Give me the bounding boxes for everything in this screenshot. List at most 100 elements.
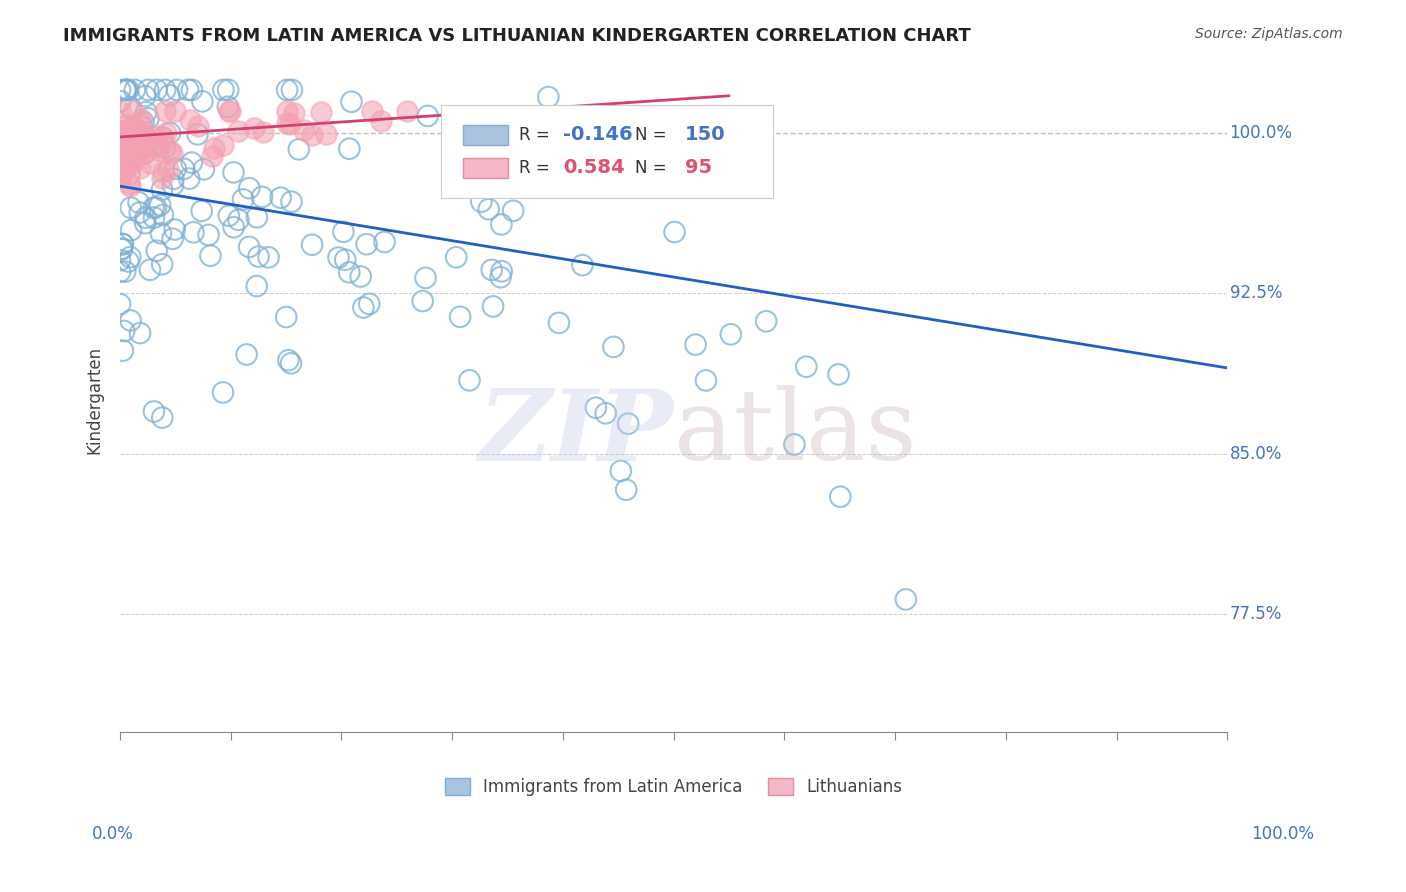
Legend: Immigrants from Latin America, Lithuanians: Immigrants from Latin America, Lithuania… xyxy=(439,772,908,803)
Point xyxy=(111,161,134,176)
Point xyxy=(153,140,176,154)
Point xyxy=(301,237,323,252)
Point xyxy=(755,314,778,328)
Point xyxy=(111,237,134,252)
Point xyxy=(110,137,132,152)
Point xyxy=(110,169,132,184)
Point xyxy=(352,301,374,315)
Point xyxy=(111,236,134,251)
Text: N =: N = xyxy=(636,126,672,144)
Point xyxy=(129,161,152,175)
Text: ZIP: ZIP xyxy=(478,385,673,482)
Point xyxy=(470,194,492,209)
Point xyxy=(361,104,384,119)
Point xyxy=(108,154,131,169)
Point xyxy=(491,218,513,232)
Point xyxy=(114,83,136,97)
Point xyxy=(146,143,169,157)
Point xyxy=(108,139,131,153)
Point xyxy=(108,143,131,157)
Point xyxy=(108,158,131,172)
Point xyxy=(502,203,524,218)
Point xyxy=(153,104,176,119)
Point xyxy=(129,112,152,126)
Point xyxy=(136,83,159,97)
Point xyxy=(143,128,166,143)
Point xyxy=(108,133,131,147)
Point xyxy=(129,326,152,340)
Point xyxy=(165,161,187,176)
Point xyxy=(108,104,131,119)
Point xyxy=(610,464,633,478)
Point xyxy=(132,136,155,150)
Point xyxy=(614,483,637,497)
Point xyxy=(337,265,360,279)
Point xyxy=(110,153,132,168)
Point xyxy=(212,385,235,400)
Point xyxy=(138,112,160,126)
Point xyxy=(108,265,131,279)
Point xyxy=(585,401,607,415)
Point xyxy=(415,270,437,285)
Point xyxy=(122,104,145,119)
Point xyxy=(132,146,155,161)
Point xyxy=(160,145,183,160)
Point xyxy=(134,211,156,225)
Point xyxy=(350,269,373,284)
Text: R =: R = xyxy=(519,126,554,144)
Point xyxy=(309,105,332,120)
Text: 77.5%: 77.5% xyxy=(1230,605,1282,623)
Point xyxy=(132,147,155,161)
Point xyxy=(112,161,135,175)
Point xyxy=(270,191,292,205)
Point xyxy=(200,249,222,263)
Point xyxy=(315,127,337,141)
Point xyxy=(114,151,136,165)
Point xyxy=(149,198,172,212)
Point xyxy=(132,129,155,144)
Point xyxy=(134,89,156,103)
Bar xyxy=(463,125,508,145)
Point xyxy=(108,124,131,138)
Point xyxy=(108,156,131,170)
Point xyxy=(201,149,224,163)
Point xyxy=(112,152,135,166)
Point xyxy=(218,104,240,119)
Point xyxy=(108,297,131,311)
Point xyxy=(252,125,274,139)
Point xyxy=(449,310,471,324)
Point xyxy=(783,437,806,451)
Point xyxy=(222,165,245,179)
Point xyxy=(202,140,225,154)
Point xyxy=(124,83,146,97)
Point xyxy=(159,88,181,103)
Point xyxy=(328,251,350,265)
Point xyxy=(129,115,152,129)
Point xyxy=(108,149,131,163)
Point xyxy=(238,181,260,195)
Point xyxy=(395,104,418,119)
Point xyxy=(111,140,134,154)
Point xyxy=(276,116,298,130)
Point xyxy=(695,373,717,387)
Point xyxy=(120,126,142,140)
Point xyxy=(720,327,742,342)
Point xyxy=(120,250,142,264)
Text: N =: N = xyxy=(636,159,672,177)
Point xyxy=(162,232,184,246)
Point xyxy=(685,337,707,351)
Point xyxy=(114,118,136,132)
Point xyxy=(120,313,142,327)
Point xyxy=(228,212,250,227)
Point xyxy=(108,83,131,97)
Text: 92.5%: 92.5% xyxy=(1230,284,1282,302)
Point xyxy=(134,216,156,230)
Point xyxy=(115,83,138,97)
Point xyxy=(128,195,150,210)
Point xyxy=(150,410,173,425)
Point xyxy=(121,145,143,160)
Point xyxy=(128,144,150,158)
Point xyxy=(115,83,138,97)
Point xyxy=(191,95,214,109)
Point xyxy=(280,117,302,131)
